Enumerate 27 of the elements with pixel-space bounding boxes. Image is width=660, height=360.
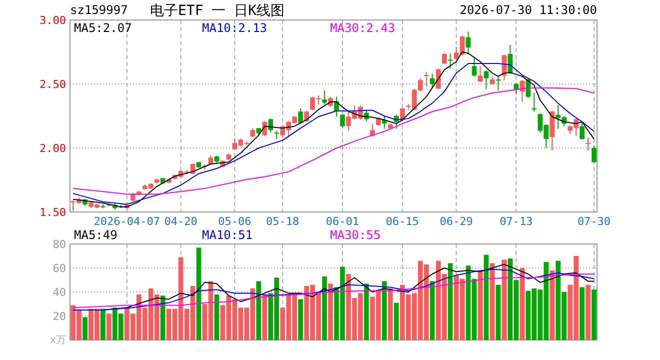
text: MA30:55 (330, 228, 381, 242)
y-tick-label: 3.00 (40, 14, 66, 27)
text: MA30:2.43 (330, 21, 396, 35)
y-tick-label: 20 (52, 310, 66, 323)
text: MA10:2.13 (202, 21, 268, 35)
x-tick-label: 06-01 (326, 215, 360, 228)
text: MA10:51 (202, 228, 253, 242)
x-tick-label: 05-18 (266, 215, 300, 228)
x-tick-label: 07-30 (577, 215, 611, 228)
x-tick-label: 2026-04-07 (94, 215, 160, 228)
y-tick-label: 40 (52, 286, 66, 299)
y-axis-title: x万 (50, 335, 66, 346)
x-tick-label: 04-20 (164, 215, 198, 228)
chart-title: 电子ETF 一 日K线图 (150, 3, 285, 19)
y-tick-label: 1.50 (40, 206, 66, 219)
y-tick-label: 2.50 (40, 78, 66, 91)
x-tick-label: 07-13 (500, 215, 533, 228)
x-tick-label: 06-15 (386, 215, 419, 228)
y-tick-label: 60 (52, 262, 66, 275)
chart-subtitle: sz159997 (70, 3, 128, 17)
x-tick-label: 05-06 (218, 215, 252, 228)
x-tick-label: 06-29 (440, 215, 473, 228)
text: MA5:49 (74, 228, 118, 242)
y-tick-label: 2.00 (40, 142, 66, 155)
text: MA5:2.07 (74, 21, 132, 35)
text: 2026-07-30 11:30:00 (460, 3, 597, 17)
y-tick-label: 80 (52, 238, 66, 251)
